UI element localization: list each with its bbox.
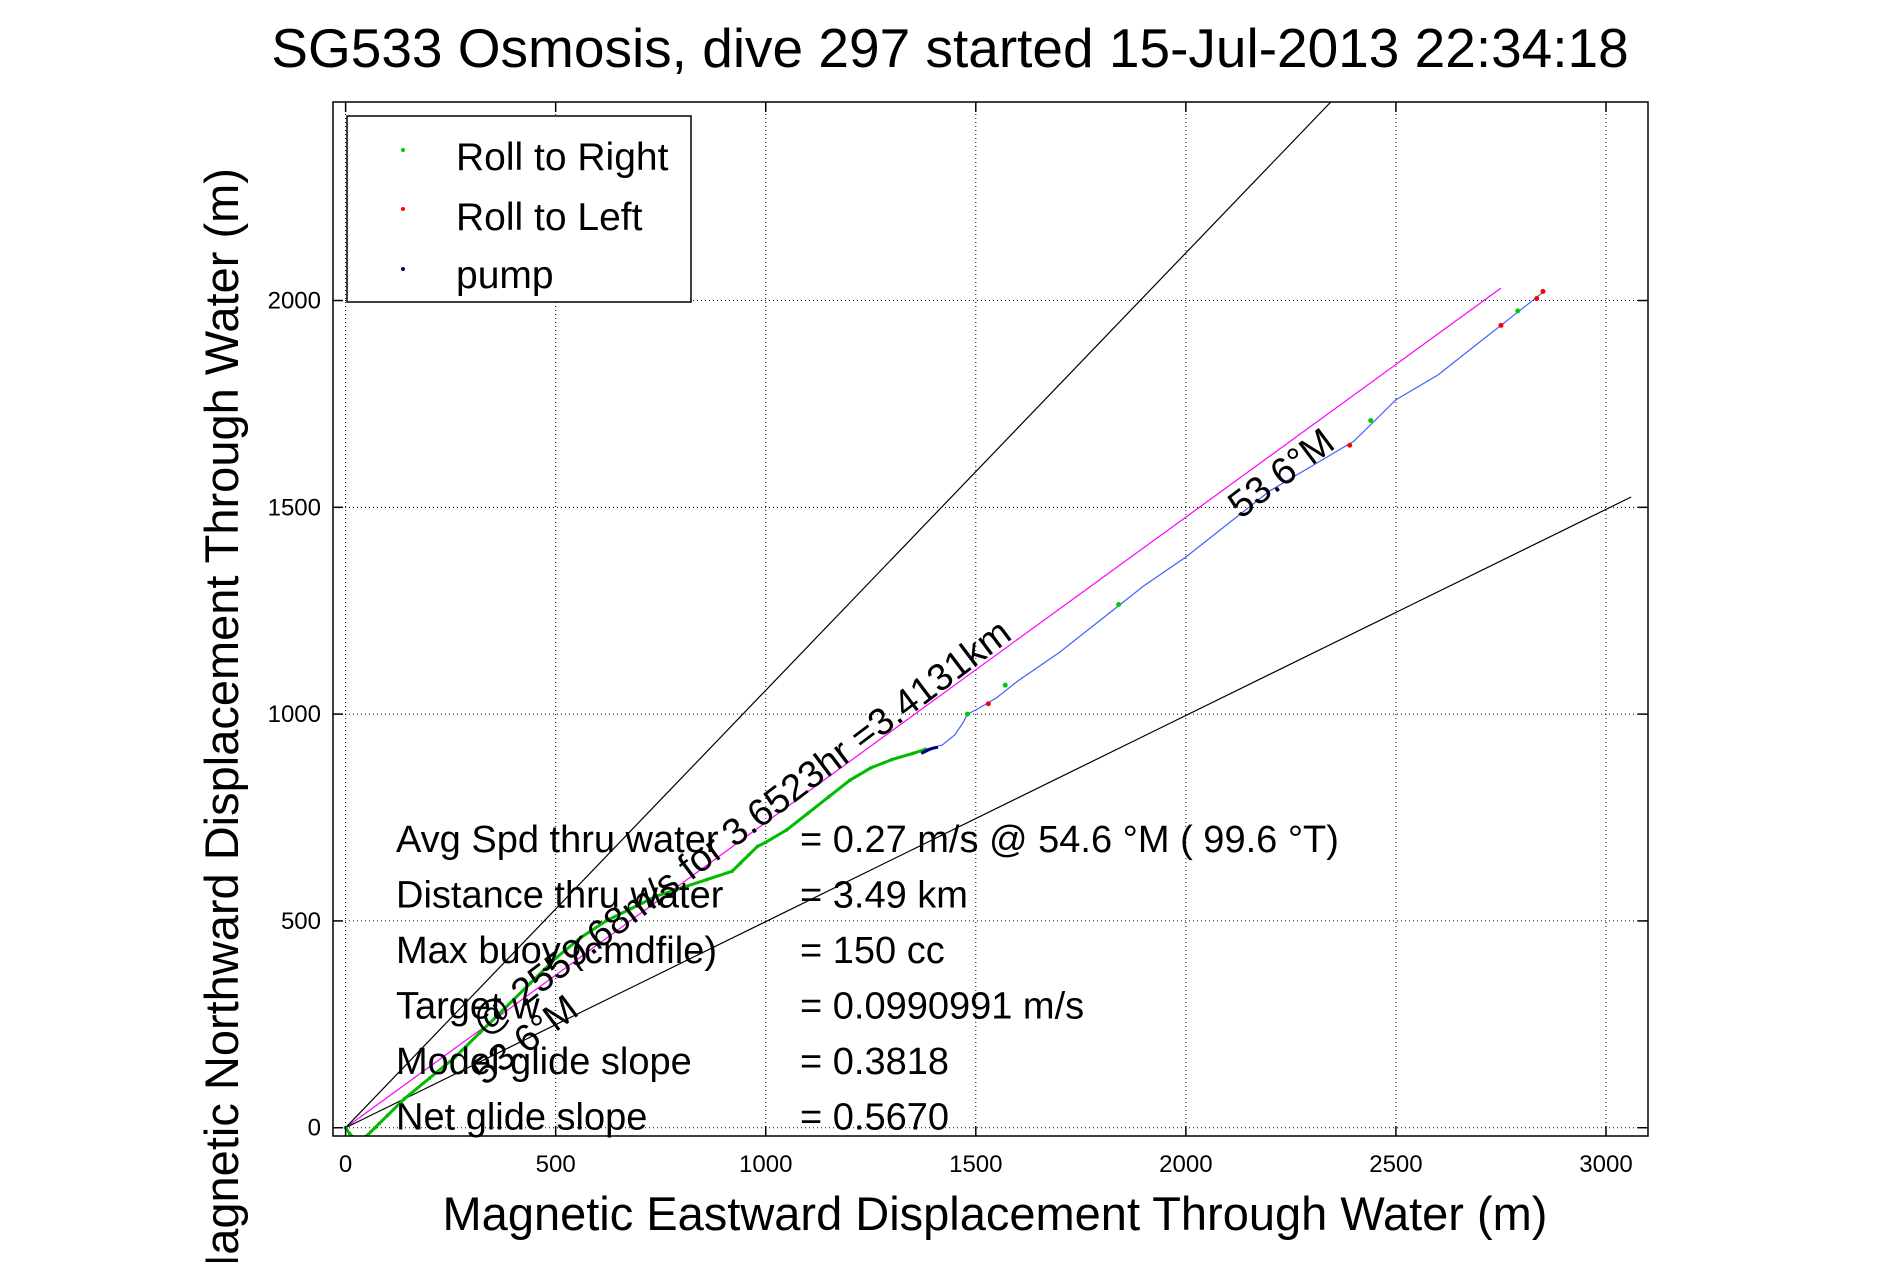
data-point xyxy=(805,811,810,816)
data-point xyxy=(604,919,608,923)
stat-value: = 0.3818 xyxy=(800,1041,949,1083)
roll-marker xyxy=(1540,288,1546,294)
legend-label-roll-right: Roll to Right xyxy=(456,136,669,179)
data-point xyxy=(826,795,831,799)
stat-value: = 3.49 km xyxy=(800,875,968,917)
legend-marker-roll-right xyxy=(401,148,405,152)
data-point xyxy=(755,844,760,849)
roll-markers xyxy=(964,288,1546,717)
data-point xyxy=(868,766,873,770)
stat-label: Target w xyxy=(396,986,540,1028)
reference-lines xyxy=(345,102,1632,1129)
x-tick-label: 1000 xyxy=(739,1151,792,1178)
stat-label: Distance thru water xyxy=(396,875,724,917)
data-point xyxy=(503,1005,508,1010)
data-point xyxy=(679,886,684,890)
roll-marker xyxy=(1498,322,1504,328)
reference-line-bound-upper xyxy=(345,102,1332,1129)
data-point xyxy=(763,840,768,845)
roll-marker xyxy=(1515,308,1521,314)
data-point xyxy=(373,1125,377,1130)
data-point xyxy=(427,1076,432,1080)
data-point xyxy=(889,757,894,762)
track-series xyxy=(343,291,1544,1136)
data-point xyxy=(553,956,558,960)
data-point xyxy=(847,778,852,783)
data-point xyxy=(579,935,583,940)
roll-marker xyxy=(1002,682,1008,688)
data-point xyxy=(784,828,789,832)
reference-line-target-heading xyxy=(345,287,1502,1129)
data-point xyxy=(629,906,634,911)
data-point xyxy=(654,894,659,898)
legend-label-roll-left: Roll to Left xyxy=(456,196,643,239)
stat-label: Net glide slope xyxy=(396,1097,647,1139)
data-point xyxy=(528,981,533,985)
y-tick-label: 1500 xyxy=(268,494,321,521)
series-line-track-climb xyxy=(925,291,1544,750)
stat-value: = 0.5670 xyxy=(800,1097,949,1139)
reference-line-bound-lower xyxy=(345,496,1632,1129)
roll-marker xyxy=(964,711,970,717)
x-tick-label: 1500 xyxy=(949,1151,1002,1178)
legend: Roll to Right Roll to Left pump xyxy=(346,115,692,303)
stats-block: Avg Spd thru water = 0.27 m/s @ 54.6 °M (… xyxy=(396,819,1339,1139)
data-point xyxy=(369,1130,373,1134)
stat-label: Model glide slope xyxy=(396,1041,692,1083)
y-tick-label: 2000 xyxy=(268,288,321,315)
data-point xyxy=(705,877,709,882)
stat-value: = 0.0990991 m/s xyxy=(800,986,1084,1028)
stat-value: = 0.27 m/s @ 54.6 °M ( 99.6 °T) xyxy=(800,819,1339,861)
stat-label: Avg Spd thru water xyxy=(396,819,719,861)
data-point xyxy=(730,869,734,874)
data-point xyxy=(453,1055,457,1060)
roll-marker xyxy=(1347,442,1353,448)
x-tick-label: 2500 xyxy=(1369,1151,1422,1178)
x-tick-label: 500 xyxy=(536,1151,576,1178)
chart-title: SG533 Osmosis, dive 297 started 15-Jul-2… xyxy=(271,17,1628,79)
data-point xyxy=(738,861,743,865)
y-axis-title: Magnetic Northward Displacement Through … xyxy=(195,168,248,1262)
y-tick-label: 0 xyxy=(308,1115,321,1142)
data-point xyxy=(348,1132,352,1136)
legend-marker-pump xyxy=(401,267,405,271)
data-point xyxy=(747,852,751,857)
legend-label-pump: pump xyxy=(456,254,554,297)
roll-marker xyxy=(985,701,991,707)
axis-ticks: 0 500 1000 1500 2000 2500 3000 0 500 1000 1500 2000 xyxy=(268,102,1648,1178)
roll-marker xyxy=(1534,295,1540,301)
stat-value: = 150 cc xyxy=(800,930,945,972)
data-point xyxy=(910,751,915,756)
x-tick-label: 3000 xyxy=(1579,1151,1632,1178)
plot-frame xyxy=(332,101,1649,1137)
grid xyxy=(333,102,1648,1136)
y-tick-label: 1000 xyxy=(268,701,321,728)
y-tick-label: 500 xyxy=(281,908,321,935)
data-point xyxy=(402,1096,407,1101)
x-tick-label: 2000 xyxy=(1159,1151,1212,1178)
x-tick-label: 0 xyxy=(339,1151,352,1178)
data-point xyxy=(385,1113,390,1118)
data-point xyxy=(478,1030,482,1035)
roll-marker xyxy=(1368,417,1374,423)
roll-marker xyxy=(1116,602,1122,608)
x-axis-title: Magnetic Eastward Displacement Through W… xyxy=(443,1187,1548,1240)
legend-marker-roll-left xyxy=(401,207,405,211)
pump-segment xyxy=(920,745,939,755)
data-point xyxy=(377,1121,382,1126)
stat-label: Max buoy (cmdfile) xyxy=(396,930,717,972)
